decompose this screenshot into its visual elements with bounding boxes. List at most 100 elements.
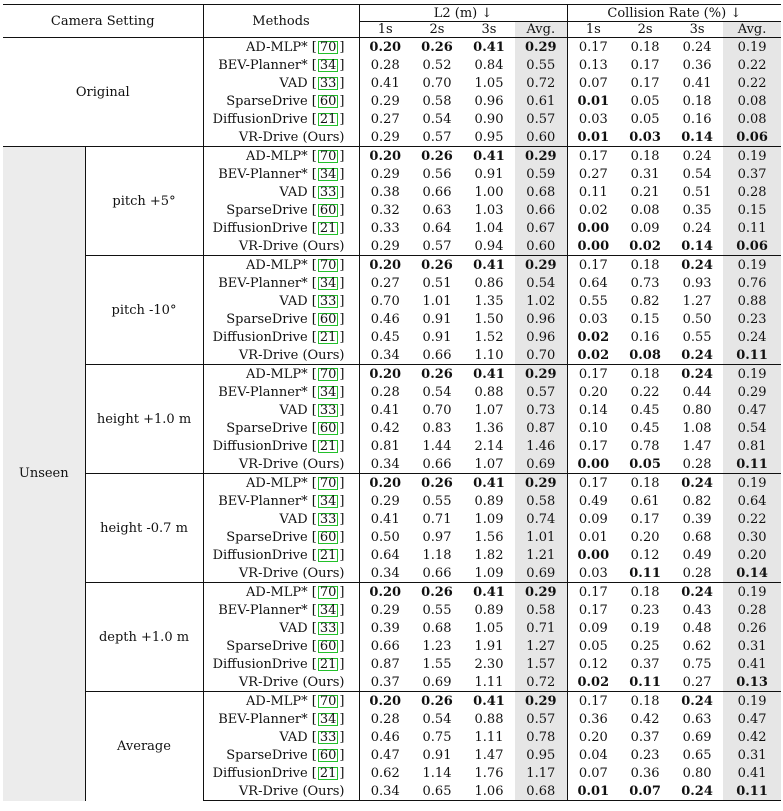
collision-value: 0.76 xyxy=(723,274,782,292)
l2-value: 0.26 xyxy=(411,473,463,492)
collision-value: 0.54 xyxy=(723,419,782,437)
citation-link[interactable]: 21 xyxy=(317,656,339,672)
collision-value: 0.18 xyxy=(619,146,672,165)
method-name: AD-MLP* xyxy=(246,257,308,273)
citation-link[interactable]: 60 xyxy=(317,420,339,436)
citation-link[interactable]: 21 xyxy=(317,765,339,781)
method-name: VR-Drive (Ours) xyxy=(238,238,345,254)
method-name: SparseDrive xyxy=(226,638,308,654)
header-col-3s: 3s xyxy=(689,21,705,37)
citation-link[interactable]: 33 xyxy=(317,75,339,91)
table-row: BEV-Planner* [34] 0.28 0.54 0.88 0.57 0.36 0.4… xyxy=(3,710,782,728)
l2-value: 0.26 xyxy=(411,691,463,710)
citation-link[interactable]: 34 xyxy=(317,493,339,509)
citation-link[interactable]: 70 xyxy=(317,584,339,600)
l2-value: 0.29 xyxy=(515,37,568,56)
citation-link[interactable]: 60 xyxy=(317,202,339,218)
collision-value: 0.25 xyxy=(630,638,660,654)
collision-value: 0.62 xyxy=(682,638,712,654)
citation-link[interactable]: 70 xyxy=(317,366,339,382)
collision-value: 0.19 xyxy=(723,691,782,710)
collision-value: 0.24 xyxy=(671,691,724,710)
collision-value: 0.19 xyxy=(723,146,782,165)
table-row: VR-Drive (Ours) 0.29 0.57 0.94 0.60 0.00 0.02 0… xyxy=(3,237,782,256)
l2-value: 0.72 xyxy=(515,673,568,692)
table-row: VAD [33] 0.70 1.01 1.35 1.02 0.55 0.82 1.27 0.88 xyxy=(3,292,782,310)
l2-value: 1.35 xyxy=(474,293,504,309)
method-cell: VR-Drive (Ours) xyxy=(203,455,360,474)
l2-value: 0.91 xyxy=(474,166,504,182)
citation-link[interactable]: 33 xyxy=(317,402,339,418)
citation-link[interactable]: 21 xyxy=(317,547,339,563)
collision-value: 0.47 xyxy=(723,710,782,728)
collision-value: 0.17 xyxy=(567,146,620,165)
citation-link[interactable]: 60 xyxy=(317,529,339,545)
collision-value: 0.65 xyxy=(682,747,712,763)
collision-value: 0.31 xyxy=(723,746,782,764)
collision-value: 0.19 xyxy=(630,620,660,636)
citation-link[interactable]: 34 xyxy=(317,166,339,182)
citation-link[interactable]: 34 xyxy=(317,275,339,291)
citation-link[interactable]: 33 xyxy=(317,511,339,527)
subgroup-label: depth +1.0 m xyxy=(85,582,204,692)
l2-value: 2.30 xyxy=(474,656,504,672)
collision-value: 0.28 xyxy=(723,601,782,619)
collision-value: 0.23 xyxy=(630,602,660,618)
citation-link[interactable]: 60 xyxy=(317,638,339,654)
method-name: SparseDrive xyxy=(226,529,308,545)
citation-link[interactable]: 70 xyxy=(317,148,339,164)
collision-value: 0.07 xyxy=(619,782,672,801)
results-body: Original AD-MLP* [70] 0.20 0.26 0.41 0.29 0.17… xyxy=(3,37,782,801)
collision-value: 0.22 xyxy=(723,510,782,528)
collision-value: 0.11 xyxy=(723,782,782,801)
l2-value: 0.29 xyxy=(515,364,568,383)
citation-link[interactable]: 34 xyxy=(317,57,339,73)
method-name: VAD xyxy=(279,293,308,309)
l2-value: 0.94 xyxy=(474,238,504,254)
citation-link[interactable]: 21 xyxy=(317,329,339,345)
method-cell: VAD [33] xyxy=(203,74,360,92)
citation-link[interactable]: 34 xyxy=(317,602,339,618)
method-cell: VR-Drive (Ours) xyxy=(203,346,360,365)
table-row: VAD [33] 0.41 0.70 1.05 0.72 0.07 0.17 0.41 0.22 xyxy=(3,74,782,92)
citation-link[interactable]: 34 xyxy=(317,384,339,400)
collision-value: 0.24 xyxy=(723,328,782,346)
collision-value: 0.05 xyxy=(630,111,660,127)
method-name: BEV-Planner* xyxy=(218,493,308,509)
l2-value: 0.46 xyxy=(370,729,400,745)
l2-value: 0.28 xyxy=(370,384,400,400)
l2-value: 0.74 xyxy=(515,510,568,528)
l2-value: 0.61 xyxy=(515,92,568,110)
method-cell: AD-MLP* [70] xyxy=(203,364,360,383)
collision-value: 0.41 xyxy=(723,764,782,782)
citation-link[interactable]: 21 xyxy=(317,438,339,454)
collision-value: 0.03 xyxy=(629,129,661,145)
citation-link[interactable]: 60 xyxy=(317,747,339,763)
citation-link[interactable]: 70 xyxy=(317,475,339,491)
collision-value: 0.02 xyxy=(629,238,661,254)
citation-link[interactable]: 33 xyxy=(317,729,339,745)
l2-value: 1.18 xyxy=(422,547,452,563)
citation-link[interactable]: 70 xyxy=(317,257,339,273)
l2-value: 0.34 xyxy=(370,456,400,472)
l2-value: 0.69 xyxy=(515,564,568,583)
collision-value: 0.49 xyxy=(682,547,712,563)
citation-link[interactable]: 33 xyxy=(317,620,339,636)
method-cell: SparseDrive [60] xyxy=(203,746,360,764)
citation-link[interactable]: 70 xyxy=(317,693,339,709)
citation-link[interactable]: 60 xyxy=(317,93,339,109)
results-table: Camera Setting Methods L2 (m) ↓ Collisio… xyxy=(3,4,782,801)
collision-value: 0.02 xyxy=(577,347,610,363)
citation-link[interactable]: 70 xyxy=(317,39,339,55)
citation-link[interactable]: 33 xyxy=(317,184,339,200)
l2-value: 0.84 xyxy=(474,57,504,73)
citation-link[interactable]: 21 xyxy=(317,220,339,236)
collision-value: 0.41 xyxy=(682,75,712,91)
l2-value: 0.69 xyxy=(515,455,568,474)
citation-link[interactable]: 21 xyxy=(317,111,339,127)
citation-link[interactable]: 34 xyxy=(317,711,339,727)
citation-link[interactable]: 33 xyxy=(317,293,339,309)
citation-link[interactable]: 60 xyxy=(317,311,339,327)
collision-value: 0.11 xyxy=(629,674,661,690)
l2-value: 0.33 xyxy=(370,220,400,236)
